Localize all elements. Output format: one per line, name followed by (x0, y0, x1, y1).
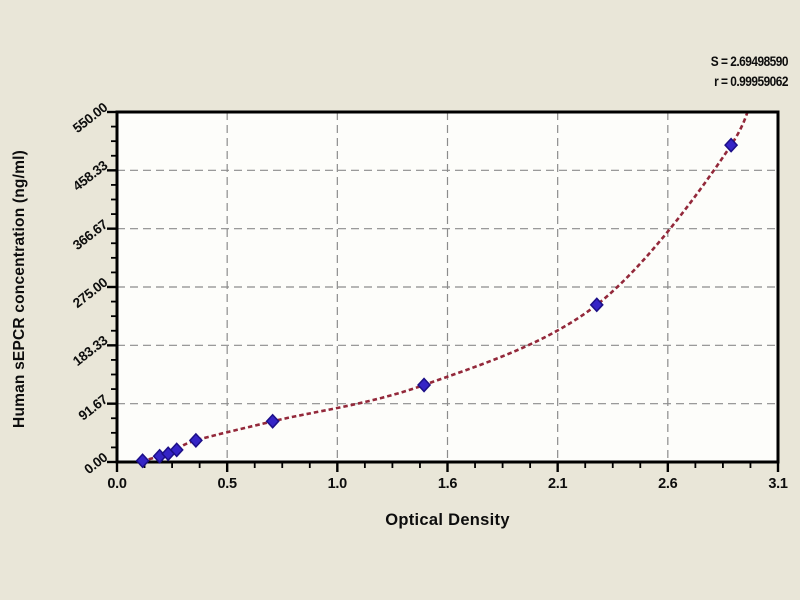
data-point-marker (265, 413, 280, 429)
x-axis-title: Optical Density (385, 511, 510, 529)
y-axis-title: Human sEPCR concentration (ng/ml) (11, 150, 28, 428)
x-tick-label: 1.6 (437, 476, 458, 492)
x-tick-label: 0.5 (217, 476, 238, 492)
fit-s-value: S = 2.69498590 (710, 53, 789, 69)
x-tick-label: 0.0 (107, 476, 127, 492)
fit-r-value: r = 0.99959062 (714, 73, 788, 89)
x-tick-label: 2.1 (548, 476, 568, 492)
data-point-marker (188, 432, 203, 448)
data-point-marker (169, 442, 184, 458)
data-point-marker (135, 453, 150, 469)
data-point-marker (589, 297, 604, 313)
fit-curve (141, 112, 749, 462)
x-tick-label: 2.6 (658, 476, 678, 492)
x-tick-label: 1.0 (327, 476, 348, 492)
data-point-marker (724, 137, 739, 153)
data-point-marker (417, 377, 432, 393)
x-tick-label: 3.1 (768, 476, 788, 492)
